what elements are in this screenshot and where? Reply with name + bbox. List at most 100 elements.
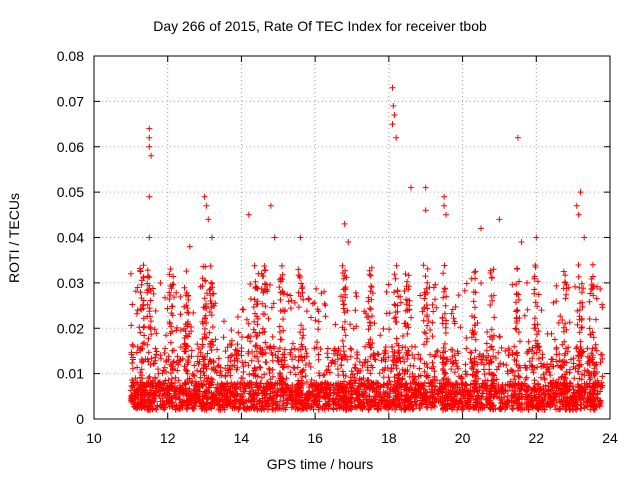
data-point	[297, 383, 303, 389]
data-point	[182, 385, 189, 392]
data-point	[212, 336, 219, 343]
data-point	[267, 385, 273, 392]
data-point	[214, 346, 221, 353]
data-point	[194, 397, 201, 404]
data-point	[524, 279, 530, 286]
data-point	[487, 267, 494, 274]
data-point	[132, 375, 139, 382]
x-tick-label: 14	[234, 430, 250, 446]
data-point	[548, 356, 555, 363]
data-point	[153, 348, 160, 355]
data-point	[320, 372, 327, 379]
data-point	[487, 406, 494, 413]
data-point	[334, 366, 341, 372]
data-point	[564, 382, 571, 389]
data-point	[335, 347, 342, 354]
data-point	[291, 299, 298, 306]
data-point	[308, 382, 315, 389]
data-point	[171, 380, 178, 386]
data-point	[539, 351, 546, 358]
data-point	[459, 403, 466, 410]
data-point	[561, 394, 568, 401]
data-point	[148, 355, 155, 362]
data-point	[574, 343, 580, 350]
data-point	[576, 361, 583, 368]
data-point	[553, 358, 560, 365]
data-point	[269, 405, 276, 412]
data-point	[144, 301, 151, 308]
data-point	[235, 350, 242, 357]
data-point	[146, 193, 153, 200]
data-point	[184, 305, 191, 311]
data-point	[531, 290, 538, 297]
data-point	[374, 403, 381, 410]
data-point	[321, 300, 328, 307]
data-point	[424, 389, 431, 396]
data-point	[214, 363, 221, 370]
data-point	[557, 405, 564, 412]
data-point	[515, 329, 522, 336]
data-point	[244, 334, 251, 341]
y-tick-label: 0.04	[57, 230, 84, 246]
data-point	[338, 293, 344, 300]
data-point	[596, 398, 603, 405]
data-point	[297, 354, 304, 361]
data-point	[544, 398, 551, 405]
data-point	[137, 289, 144, 296]
data-point	[524, 306, 531, 313]
data-point	[184, 376, 191, 383]
data-point	[587, 374, 594, 381]
data-point	[203, 202, 210, 209]
data-point	[267, 202, 274, 209]
data-point	[303, 308, 310, 315]
data-point	[138, 306, 145, 313]
data-point	[391, 315, 398, 322]
data-point	[342, 373, 349, 379]
data-point	[481, 371, 488, 378]
data-point	[152, 354, 159, 361]
data-point	[393, 393, 400, 400]
data-point	[423, 285, 430, 292]
data-point	[528, 362, 535, 369]
data-point	[139, 302, 146, 309]
data-point	[573, 202, 580, 209]
data-point	[393, 382, 400, 389]
data-point	[535, 383, 542, 390]
data-point	[452, 303, 459, 310]
data-point	[295, 272, 302, 279]
data-point	[391, 112, 398, 118]
data-point	[593, 295, 600, 302]
data-point	[368, 264, 375, 271]
data-point	[511, 376, 518, 383]
data-point	[222, 348, 229, 355]
data-point	[369, 364, 376, 371]
data-point	[422, 330, 429, 337]
data-point	[464, 397, 471, 404]
data-point	[205, 395, 212, 401]
data-point	[429, 402, 436, 409]
data-point	[317, 381, 324, 388]
data-point	[340, 343, 347, 350]
data-point	[156, 402, 163, 409]
data-point	[188, 324, 195, 330]
data-point	[295, 392, 302, 399]
data-point	[566, 366, 573, 373]
data-point	[329, 398, 336, 405]
data-point	[529, 355, 536, 362]
data-point	[490, 346, 497, 353]
data-point	[384, 384, 391, 391]
data-point	[310, 406, 317, 413]
data-point	[470, 330, 477, 337]
data-point	[515, 380, 522, 387]
data-point	[498, 344, 505, 351]
data-point	[386, 310, 393, 317]
data-point	[404, 278, 411, 285]
data-point	[167, 330, 174, 337]
data-point	[160, 401, 167, 407]
data-point	[365, 326, 372, 333]
data-point	[128, 322, 135, 329]
data-point	[181, 284, 188, 291]
data-point	[240, 363, 247, 370]
data-point	[146, 274, 153, 281]
data-point	[562, 375, 569, 382]
